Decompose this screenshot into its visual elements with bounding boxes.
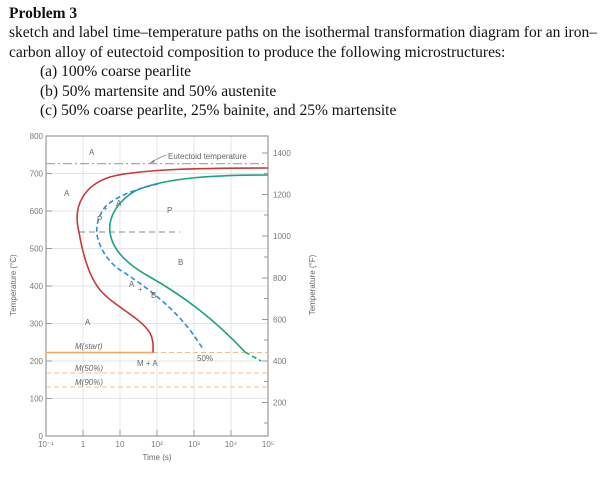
ticks xyxy=(46,152,268,436)
ytick-800: 800 xyxy=(30,132,44,141)
fifty-percent-curve xyxy=(95,183,205,351)
cross-marker-lower: + xyxy=(138,285,143,294)
ytick-200: 200 xyxy=(30,357,44,366)
problem-title: Problem 3 xyxy=(9,5,78,22)
ytick-f-200: 200 xyxy=(273,399,287,408)
label-m90: M(90%) xyxy=(75,378,103,387)
label-m50: M(50%) xyxy=(75,364,103,373)
ytick-300: 300 xyxy=(30,320,44,329)
label-fifty-pct: 50% xyxy=(197,354,213,363)
ytick-700: 700 xyxy=(30,170,44,179)
ytick-f-1200: 1200 xyxy=(273,191,291,200)
problem-text: Problem 3 sketch and label time–temperat… xyxy=(9,4,599,121)
label-p-inner: P xyxy=(97,215,102,224)
problem-items: (a) 100% coarse pearlite (b) 50% martens… xyxy=(9,62,599,121)
problem-item-c: (c) 50% coarse pearlite, 25% bainite, an… xyxy=(40,102,397,119)
x-axis-title: Time (s) xyxy=(142,453,171,462)
y-axis-title-left: Temperature (°C) xyxy=(9,254,18,316)
ytick-f-400: 400 xyxy=(273,357,287,366)
ytick-f-800: 800 xyxy=(273,274,287,283)
arrowhead-icon xyxy=(150,159,155,163)
gridlines xyxy=(46,136,268,436)
label-p-region: P xyxy=(167,206,172,215)
label-a-upper-inner: A xyxy=(116,199,122,208)
xtick-5: 10⁴ xyxy=(225,440,238,449)
ytick-f-600: 600 xyxy=(273,316,287,325)
problem-item-b: (b) 50% martensite and 50% austenite xyxy=(40,82,277,100)
ytick-500: 500 xyxy=(30,245,44,254)
label-a-top: A xyxy=(89,148,95,157)
label-m-plus-a: M + A xyxy=(137,359,158,368)
ytick-0: 0 xyxy=(39,432,44,441)
y-axis-title-right: Temperature (°F) xyxy=(308,254,317,315)
xtick-4: 10³ xyxy=(188,440,200,449)
ytick-f-1000: 1000 xyxy=(273,232,291,241)
xtick-1: 1 xyxy=(81,440,86,449)
label-eutectoid: Eutectoid temperature xyxy=(168,152,247,161)
label-b-region: B xyxy=(178,258,183,267)
label-mstart: M(start) xyxy=(75,342,103,351)
cross-marker-upper: + xyxy=(103,204,108,213)
label-a-lower-inner: A xyxy=(129,280,135,289)
xtick-2: 10 xyxy=(116,440,125,449)
end-curve xyxy=(109,174,269,353)
problem-item-a: (a) 100% coarse pearlite xyxy=(40,63,192,80)
start-curve xyxy=(76,167,269,353)
label-a-bottom: A xyxy=(85,318,91,327)
ytick-f-1400: 1400 xyxy=(273,149,291,158)
xtick-6: 10⁵ xyxy=(262,440,274,449)
ytick-600: 600 xyxy=(30,207,44,216)
it-diagram: + + A A A P P B A B A M(start) M(50%) M(… xyxy=(9,132,317,462)
label-a-left: A xyxy=(64,189,70,198)
problem-statement: sketch and label time–temperature paths … xyxy=(9,24,597,61)
label-b-lower-inner: B xyxy=(151,291,156,300)
end-curve-dashed xyxy=(244,351,262,362)
ytick-100: 100 xyxy=(30,395,44,404)
ytick-400: 400 xyxy=(30,282,44,291)
xtick-0: 10⁻¹ xyxy=(38,440,54,449)
xtick-3: 10² xyxy=(151,440,163,449)
